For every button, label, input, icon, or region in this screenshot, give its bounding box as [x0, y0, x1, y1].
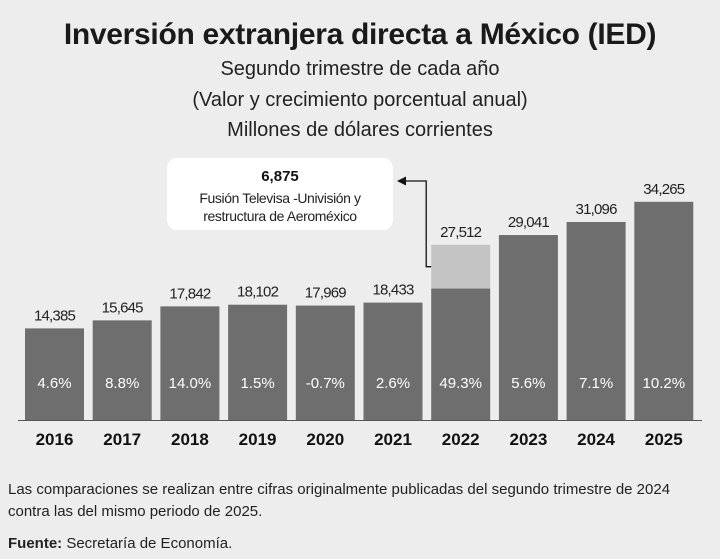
- x-tick-2024: 2024: [577, 430, 615, 449]
- value-label-2025: 34,265: [643, 181, 685, 198]
- bar-2022: [431, 288, 491, 420]
- bar-2024: [566, 221, 626, 420]
- chart-subtitle-values: (Valor y crecimiento porcentual anual): [192, 89, 528, 111]
- value-label-2024: 31,096: [576, 201, 618, 218]
- bar-2018: [160, 306, 220, 420]
- x-tick-2020: 2020: [306, 430, 344, 449]
- value-label-2023: 29,041: [508, 214, 550, 231]
- growth-label-2023: 5.6%: [511, 375, 545, 392]
- bar-2019: [228, 304, 288, 420]
- growth-label-2019: 1.5%: [240, 375, 274, 392]
- bar-2020: [295, 305, 355, 420]
- growth-label-2018: 14.0%: [169, 375, 212, 392]
- chart-subtitle-period: Segundo trimestre de cada año: [220, 58, 500, 80]
- x-tick-2019: 2019: [239, 430, 277, 449]
- growth-label-2025: 10.2%: [643, 375, 686, 392]
- value-label-2022: 27,512: [440, 224, 482, 241]
- growth-label-2017: 8.8%: [105, 375, 139, 392]
- value-label-2021: 18,433: [372, 282, 414, 299]
- bar-chart: 14,385 4.6% 2016 15,645 8.8% 2017 17,842 14.0% 2…: [18, 158, 702, 449]
- growth-label-2022: 49.3%: [439, 375, 482, 392]
- bar-2017: [92, 320, 152, 420]
- value-label-2019: 18,102: [237, 284, 279, 301]
- annotation-connector-line: [404, 180, 432, 268]
- source-label: Fuente:: [8, 535, 63, 552]
- annotation-value: 6,875: [261, 168, 299, 185]
- annotation-text-line-2: restructura de Aeroméxico: [203, 208, 357, 224]
- footnote: Las comparaciones se realizan entre cifr…: [8, 481, 671, 520]
- bar-highlight-segment-2022: [431, 244, 491, 289]
- bar-2025: [634, 201, 694, 420]
- bar-2023: [498, 235, 558, 420]
- growth-label-2024: 7.1%: [579, 375, 613, 392]
- source-line: Fuente: Secretaría de Economía.: [8, 535, 232, 552]
- growth-label-2016: 4.6%: [37, 375, 71, 392]
- bar-2021: [363, 302, 423, 420]
- x-tick-2018: 2018: [171, 430, 209, 449]
- growth-label-2021: 2.6%: [376, 375, 410, 392]
- value-label-2018: 17,842: [169, 285, 211, 302]
- value-label-2017: 15,645: [102, 299, 144, 316]
- value-label-2016: 14,385: [34, 307, 76, 324]
- bar-2016: [25, 328, 84, 420]
- x-tick-2022: 2022: [442, 430, 480, 449]
- chart-subtitle-units: Millones de dólares corrientes: [227, 119, 493, 141]
- value-label-2020: 17,969: [305, 285, 347, 302]
- x-tick-2023: 2023: [509, 430, 547, 449]
- annotation-box: [167, 158, 393, 230]
- x-tick-2017: 2017: [103, 430, 141, 449]
- annotation-text-line-1: Fusión Televisa -Univisión y: [199, 190, 361, 206]
- annotation-arrowhead: [397, 176, 406, 186]
- x-tick-2021: 2021: [374, 430, 412, 449]
- x-tick-2016: 2016: [36, 430, 74, 449]
- chart-title: Inversión extranjera directa a México (I…: [63, 18, 657, 51]
- x-tick-2025: 2025: [645, 430, 683, 449]
- growth-label-2020: -0.7%: [306, 375, 345, 392]
- source-text: Secretaría de Economía.: [62, 535, 233, 552]
